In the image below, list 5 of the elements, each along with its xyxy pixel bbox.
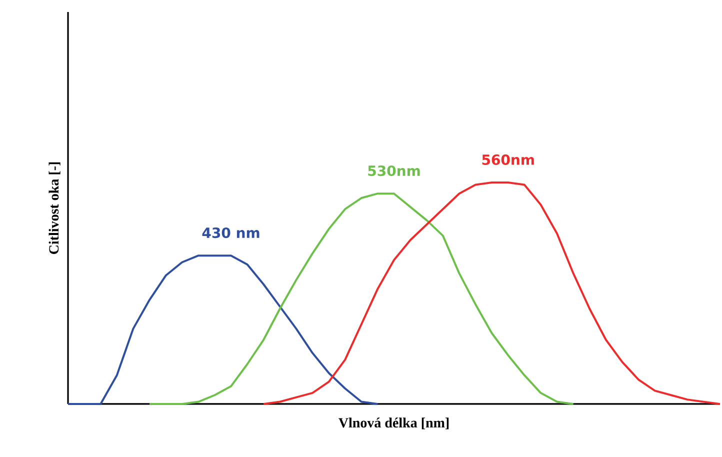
x-axis-title: Vlnová délka [nm] [338, 418, 449, 430]
series-label: 560nm [482, 154, 534, 165]
series-label: 430 nm [202, 227, 260, 238]
y-axis-title: Citlivost oka [-] [48, 162, 60, 254]
series-label: 530nm [368, 165, 420, 176]
